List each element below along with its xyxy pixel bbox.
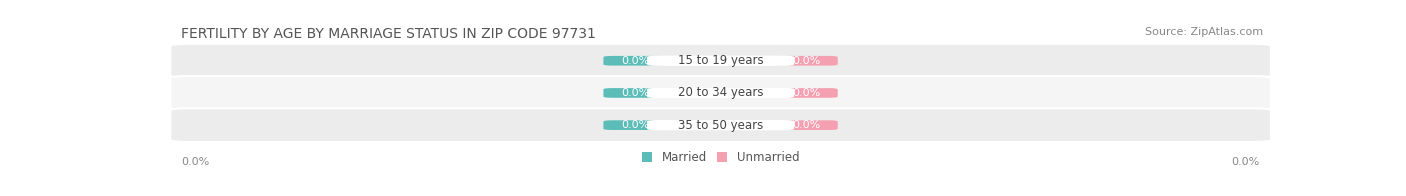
Text: 0.0%: 0.0%	[621, 56, 650, 66]
FancyBboxPatch shape	[603, 56, 666, 66]
Legend: Married, Unmarried: Married, Unmarried	[637, 146, 804, 169]
FancyBboxPatch shape	[775, 56, 838, 66]
Text: 0.0%: 0.0%	[1232, 157, 1260, 167]
Text: 0.0%: 0.0%	[792, 120, 820, 130]
Text: 0.0%: 0.0%	[621, 120, 650, 130]
Text: 35 to 50 years: 35 to 50 years	[678, 119, 763, 132]
Text: Source: ZipAtlas.com: Source: ZipAtlas.com	[1144, 26, 1263, 36]
Text: 0.0%: 0.0%	[181, 157, 209, 167]
FancyBboxPatch shape	[170, 76, 1271, 110]
Text: FERTILITY BY AGE BY MARRIAGE STATUS IN ZIP CODE 97731: FERTILITY BY AGE BY MARRIAGE STATUS IN Z…	[181, 26, 596, 41]
FancyBboxPatch shape	[647, 56, 794, 66]
Text: 0.0%: 0.0%	[792, 88, 820, 98]
FancyBboxPatch shape	[170, 108, 1271, 142]
Text: 0.0%: 0.0%	[621, 88, 650, 98]
FancyBboxPatch shape	[647, 120, 794, 130]
Text: 15 to 19 years: 15 to 19 years	[678, 54, 763, 67]
FancyBboxPatch shape	[170, 44, 1271, 78]
Text: 20 to 34 years: 20 to 34 years	[678, 86, 763, 99]
FancyBboxPatch shape	[775, 88, 838, 98]
Text: 0.0%: 0.0%	[792, 56, 820, 66]
FancyBboxPatch shape	[775, 120, 838, 130]
FancyBboxPatch shape	[647, 88, 794, 98]
FancyBboxPatch shape	[603, 88, 666, 98]
FancyBboxPatch shape	[603, 120, 666, 130]
